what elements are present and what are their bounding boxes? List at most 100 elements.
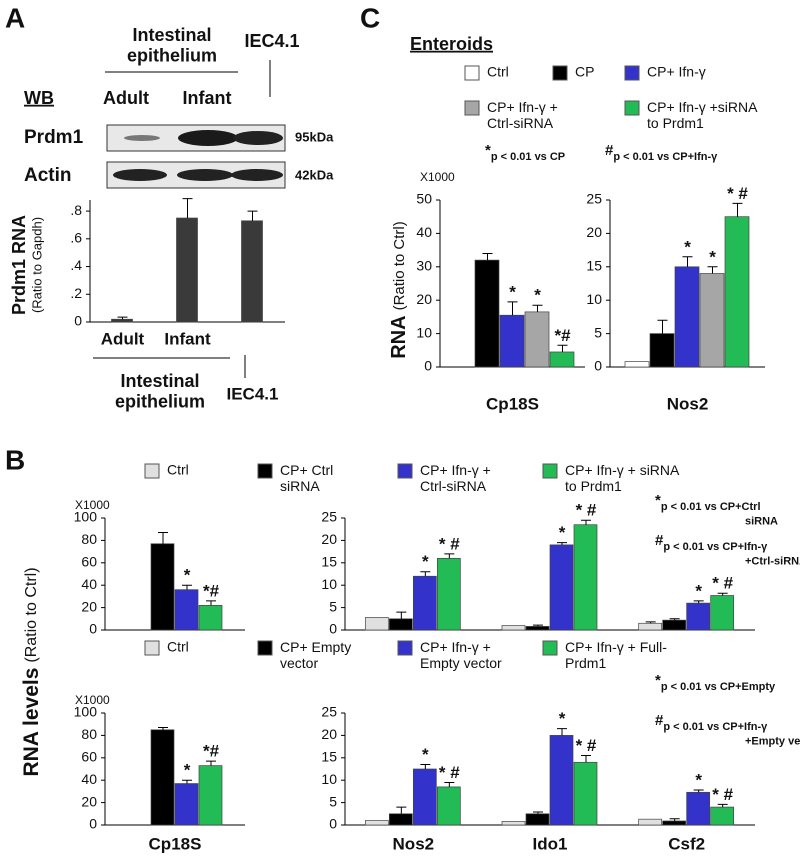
legend-swatch bbox=[397, 463, 413, 479]
y-axis-label-main: RNA bbox=[388, 315, 410, 358]
error-bar bbox=[444, 781, 455, 787]
y-tick-label: 0 bbox=[89, 816, 97, 832]
error-bar bbox=[533, 624, 543, 627]
bar bbox=[638, 622, 663, 631]
error-bar bbox=[581, 519, 591, 525]
error-bar bbox=[533, 811, 543, 814]
y-tick-label: 20 bbox=[586, 224, 602, 240]
group-label: Intestinal epithelium bbox=[115, 371, 205, 412]
bar bbox=[699, 273, 725, 368]
bar bbox=[501, 625, 526, 631]
y-tick-label: 10 bbox=[586, 291, 602, 307]
y-tick-label: 0 bbox=[424, 358, 432, 374]
bar bbox=[412, 768, 437, 826]
bar bbox=[474, 259, 500, 368]
error-bar bbox=[182, 198, 193, 219]
y-axis-label: RNA levels (Ratio to Ctrl) bbox=[20, 567, 43, 776]
legend-label: CP+ Ifn-γ + Ctrl-siRNA bbox=[487, 99, 558, 131]
significance-label: * bbox=[422, 745, 429, 764]
significance-label: * bbox=[695, 581, 702, 600]
error-bar bbox=[707, 266, 718, 274]
error-bar bbox=[158, 727, 168, 730]
bar bbox=[724, 216, 750, 368]
legend-label: CP+ Ifn-γ + Full-Prdm1 bbox=[565, 639, 667, 671]
error-bar bbox=[717, 592, 728, 596]
bar bbox=[686, 791, 711, 826]
wb-label: WB bbox=[24, 88, 54, 108]
footnote-symbol: # bbox=[655, 712, 664, 729]
legend-label: CP bbox=[575, 64, 594, 80]
significance-label: *# bbox=[203, 581, 220, 600]
error-bar bbox=[682, 256, 693, 267]
y-axis-label: RNA (Ratio to Ctrl) bbox=[388, 221, 410, 359]
legend-label: Ctrl bbox=[487, 64, 509, 80]
bar bbox=[573, 761, 598, 826]
y-tick-label: 60 bbox=[81, 554, 97, 570]
error-bar bbox=[420, 571, 431, 577]
y-tick-label: 25 bbox=[321, 509, 337, 525]
significance-label: * bbox=[184, 761, 191, 780]
y-tick-label: 5 bbox=[329, 598, 337, 614]
y-tick-label: 20 bbox=[81, 598, 97, 614]
bar bbox=[710, 595, 735, 631]
x-tick-label: IEC4.1 bbox=[227, 384, 279, 403]
legend-label: CP+ Ifn-γ + Ctrl-siRNA bbox=[420, 462, 491, 494]
bar bbox=[549, 735, 574, 826]
significance-label: * bbox=[184, 566, 191, 585]
panel-letter: A bbox=[5, 2, 25, 33]
footnote-text: p < 0.01 vs CP+Ifn-γ bbox=[613, 151, 718, 163]
bar bbox=[524, 311, 550, 368]
bar bbox=[436, 557, 461, 631]
x-tick-label: Ido1 bbox=[533, 834, 568, 853]
error-bar bbox=[732, 202, 743, 217]
y-tick-label: 100 bbox=[74, 704, 98, 720]
blot-size: 95kDa bbox=[295, 129, 334, 144]
y-tick-label: 100 bbox=[74, 509, 98, 525]
error-bar bbox=[557, 728, 567, 736]
legend-swatch bbox=[542, 463, 558, 479]
significance-label: * # bbox=[439, 534, 460, 553]
y-tick-label: 40 bbox=[81, 771, 97, 787]
bar bbox=[624, 361, 650, 368]
error-bar bbox=[444, 553, 455, 559]
y-tick-label: 10 bbox=[416, 324, 432, 340]
legend-label: CP+ Ifn-γ + siRNA to Prdm1 bbox=[565, 462, 680, 494]
error-bar bbox=[645, 621, 656, 624]
bar bbox=[150, 543, 175, 631]
lane-label: Adult bbox=[103, 88, 149, 108]
error-bar bbox=[182, 584, 192, 590]
legend-swatch bbox=[464, 100, 480, 116]
panel-letter: B bbox=[5, 444, 25, 475]
footnote-symbol: # bbox=[655, 532, 664, 549]
error-bar bbox=[581, 755, 591, 763]
scale-note: X1000 bbox=[420, 170, 455, 184]
footnote-symbol: * bbox=[655, 672, 661, 689]
legend-label: CP+ Ifn-γ +siRNA to Prdm1 bbox=[647, 99, 758, 131]
y-axis-label-sub: (Ratio to Ctrl) bbox=[23, 567, 40, 662]
significance-label: * bbox=[422, 552, 429, 571]
bar bbox=[174, 783, 199, 826]
footnote-text-line: +Empty vector bbox=[745, 735, 800, 747]
footnote: #p < 0.01 vs CP+Ifn-γ +Ctrl-siRNA bbox=[655, 532, 800, 567]
y-tick-label: 0 bbox=[329, 816, 337, 832]
y-tick-label: 15 bbox=[321, 554, 337, 570]
y-tick-label: 10 bbox=[321, 576, 337, 592]
error-bar bbox=[557, 344, 568, 352]
legend-label: CP+ Ctrl siRNA bbox=[280, 462, 333, 494]
bar bbox=[150, 729, 175, 826]
error-bar bbox=[669, 618, 680, 621]
bar bbox=[662, 820, 687, 826]
y-tick-label: 0 bbox=[74, 313, 82, 329]
footnote-text-line: +Ctrl-siRNA bbox=[745, 555, 800, 567]
blot-header: Intestinal epithelium bbox=[127, 25, 217, 66]
y-tick-label: 40 bbox=[416, 224, 432, 240]
x-tick-label: Nos2 bbox=[393, 834, 435, 853]
footnote: #p < 0.01 vs CP+Ifn-γ +Empty vector bbox=[655, 712, 800, 747]
y-tick-label: 0 bbox=[594, 358, 602, 374]
y-tick-label: 80 bbox=[81, 726, 97, 742]
significance-label: * # bbox=[576, 501, 597, 520]
blot-row-label: Actin bbox=[24, 165, 72, 186]
bar bbox=[174, 589, 199, 631]
significance-label: * # bbox=[576, 736, 597, 755]
